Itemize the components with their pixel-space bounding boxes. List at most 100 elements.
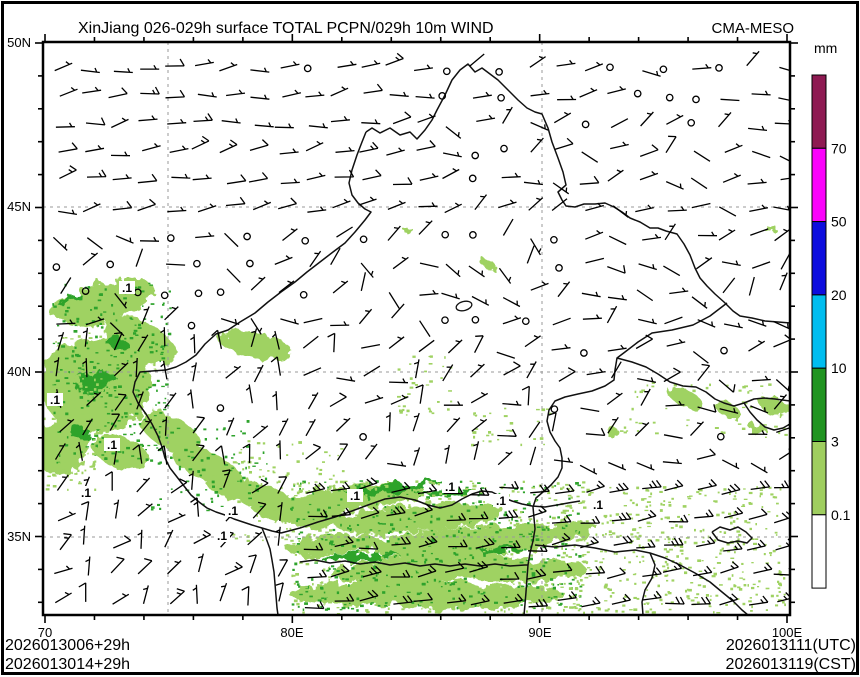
wind-barb — [530, 89, 550, 97]
speckle — [411, 489, 413, 492]
speckle — [345, 584, 348, 588]
speckle — [502, 553, 506, 556]
speckle — [72, 350, 75, 353]
speckle — [447, 408, 450, 411]
speckle — [277, 445, 280, 448]
speckle — [587, 567, 591, 569]
speckle — [567, 494, 572, 497]
speckle — [668, 501, 671, 503]
wind-barb — [636, 462, 655, 471]
wind-barb — [112, 174, 132, 181]
speckle — [528, 574, 531, 577]
speckle — [123, 433, 127, 436]
wind-barb — [551, 532, 571, 546]
speckle — [95, 335, 98, 339]
speckle — [84, 373, 88, 375]
wind-barb — [82, 327, 89, 347]
wind-barb — [697, 231, 718, 237]
speckle — [391, 527, 395, 531]
wind-barb — [169, 145, 189, 154]
speckle — [557, 516, 560, 519]
speckle — [304, 596, 306, 600]
speckle — [482, 519, 486, 522]
speckle — [190, 451, 194, 453]
wind-barb — [219, 582, 228, 602]
speckle — [733, 585, 737, 588]
speckle — [67, 403, 70, 407]
speckle — [448, 589, 451, 592]
speckle — [636, 396, 639, 398]
speckle — [500, 608, 503, 612]
speckle — [635, 555, 638, 558]
speckle — [532, 485, 535, 488]
speckle — [52, 353, 56, 356]
speckle — [565, 548, 567, 550]
speckle — [663, 569, 667, 572]
speckle — [350, 572, 355, 575]
wind-barb — [136, 477, 151, 493]
speckle — [609, 595, 613, 598]
speckle — [163, 408, 167, 411]
speckle — [302, 503, 306, 506]
speckle — [738, 533, 742, 537]
speckle — [336, 570, 340, 572]
wind-barb — [443, 401, 463, 406]
speckle — [332, 474, 335, 477]
speckle — [562, 551, 566, 555]
speckle — [299, 489, 303, 492]
wind-barb — [167, 560, 182, 575]
speckle — [522, 511, 524, 513]
speckle — [99, 374, 103, 378]
speckle — [100, 367, 102, 371]
speckle — [566, 534, 570, 537]
speckle — [529, 557, 533, 561]
wind-barb — [309, 250, 322, 268]
speckle — [522, 507, 527, 510]
speckle — [210, 497, 213, 500]
speckle — [75, 380, 79, 383]
speckle — [399, 518, 402, 521]
speckle — [375, 507, 379, 510]
speckle — [399, 565, 403, 568]
speckle — [375, 574, 378, 577]
wind-barb — [385, 52, 404, 66]
speckle — [294, 495, 298, 497]
speckle — [320, 586, 324, 589]
speckle — [469, 554, 473, 557]
speckle — [662, 565, 666, 568]
speckle — [646, 521, 651, 525]
wind-barb — [474, 335, 484, 353]
speckle — [385, 551, 389, 554]
speckle — [380, 500, 384, 503]
wind-barb — [54, 443, 66, 460]
speckle — [784, 603, 786, 607]
speckle — [765, 436, 767, 438]
speckle — [316, 508, 321, 512]
speckle — [57, 342, 61, 345]
speckle — [775, 534, 778, 536]
wind-barb — [391, 303, 405, 319]
wind-barb — [220, 317, 240, 326]
speckle — [584, 576, 589, 579]
speckle — [473, 412, 476, 415]
speckle — [501, 566, 503, 569]
speckle — [561, 592, 564, 595]
speckle — [434, 611, 439, 614]
wind-barb — [359, 589, 379, 602]
speckle — [148, 282, 151, 285]
speckle — [638, 544, 641, 547]
wind-barb — [362, 565, 382, 578]
speckle — [415, 524, 419, 527]
speckle — [281, 536, 284, 539]
speckle — [633, 596, 637, 599]
speckle — [406, 532, 410, 535]
wind-barb — [282, 89, 302, 98]
speckle — [624, 595, 628, 598]
speckle — [130, 433, 134, 436]
wind-barb — [170, 478, 188, 494]
speckle — [143, 318, 147, 320]
wind-barb — [113, 68, 133, 74]
wind-barb — [277, 476, 288, 494]
speckle — [421, 582, 426, 586]
wind-barb — [778, 448, 789, 461]
